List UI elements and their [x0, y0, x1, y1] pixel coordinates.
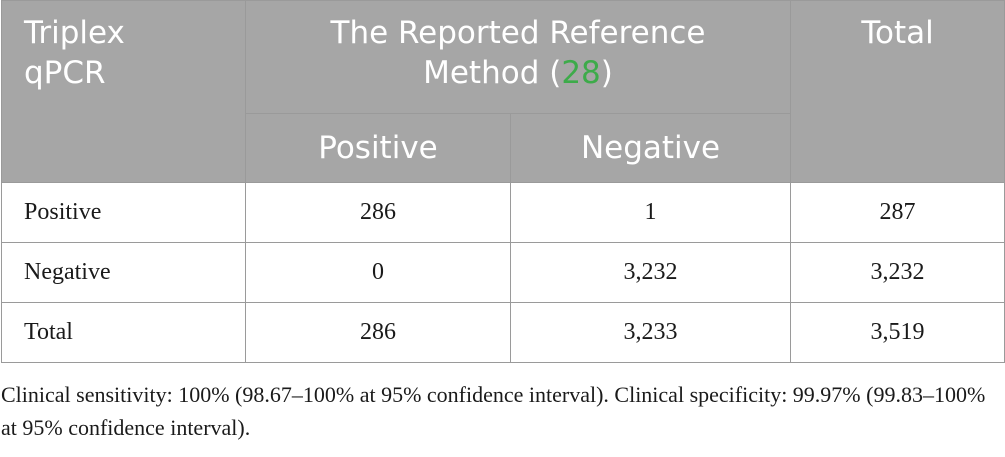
table-row: Negative 0 3,232 3,232 [1, 242, 1005, 303]
table-row: Total 286 3,233 3,519 [1, 302, 1005, 363]
row-label: Negative [1, 242, 246, 303]
row-label: Total [1, 302, 246, 363]
header-total: Total [790, 0, 1005, 183]
cell-negative: 3,233 [509, 302, 792, 363]
cell-positive: 286 [245, 182, 511, 243]
table-figure: Triplex qPCR The Reported Reference Meth… [1, 0, 1005, 363]
header-reference-line1: The Reported Reference [330, 15, 706, 51]
cell-total: 287 [790, 182, 1005, 243]
header-reference-line2-suffix: ) [600, 55, 613, 91]
cell-positive: 0 [245, 242, 511, 303]
header-sub-positive: Positive [245, 113, 511, 183]
header-stub-line2: qPCR [24, 55, 106, 91]
reference-citation-link[interactable]: 28 [561, 55, 601, 91]
header-row-top: Triplex qPCR The Reported Reference Meth… [1, 0, 1005, 183]
header-reference-method: The Reported Reference Method (28) [244, 0, 792, 114]
cell-negative: 1 [509, 182, 792, 243]
header-reference-line2-prefix: Method ( [423, 55, 562, 91]
header-stub: Triplex qPCR [1, 0, 246, 183]
table-row: Positive 286 1 287 [1, 182, 1005, 243]
cell-positive: 286 [245, 302, 511, 363]
cell-total: 3,232 [790, 242, 1005, 303]
cell-total: 3,519 [790, 302, 1005, 363]
table-footnote: Clinical sensitivity: 100% (98.67–100% a… [1, 382, 986, 440]
results-table: Triplex qPCR The Reported Reference Meth… [1, 0, 1005, 363]
row-label: Positive [1, 182, 246, 243]
header-sub-negative: Negative [509, 113, 792, 183]
cell-negative: 3,232 [509, 242, 792, 303]
header-stub-line1: Triplex [24, 15, 125, 51]
header-row-sub: Positive Negative [2, 113, 1005, 183]
